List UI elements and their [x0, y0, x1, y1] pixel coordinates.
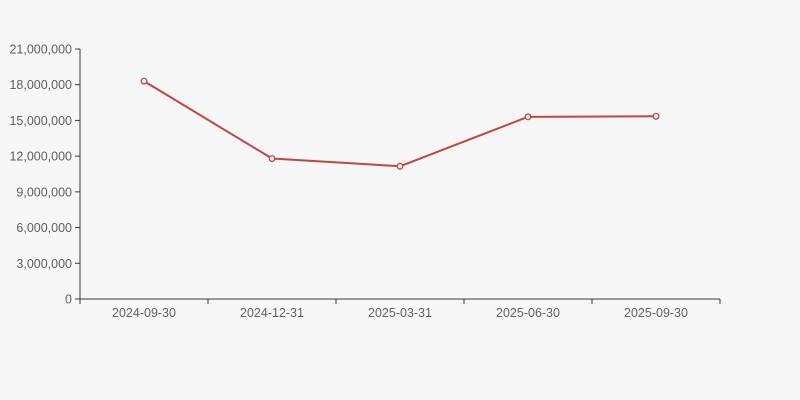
y-tick-label: 18,000,000	[9, 78, 72, 92]
x-tick-label: 2025-03-31	[368, 306, 432, 320]
data-point-marker	[524, 113, 532, 121]
series-line	[143, 80, 657, 168]
data-point-marker	[652, 112, 660, 120]
y-tick-label: 12,000,000	[9, 150, 72, 164]
y-tick-label: 3,000,000	[16, 257, 72, 271]
y-tick-label: 6,000,000	[16, 221, 72, 235]
data-point-marker	[268, 155, 276, 162]
x-tick-label: 2025-09-30	[624, 306, 688, 320]
x-tick-label: 2024-12-31	[240, 306, 304, 320]
data-point-marker	[396, 162, 404, 170]
y-tick-label: 9,000,000	[16, 185, 72, 199]
x-tick-label: 2024-09-30	[112, 306, 176, 320]
y-tick-label: 15,000,000	[9, 114, 72, 128]
data-point-marker	[140, 77, 148, 85]
y-tick-label: 0	[65, 293, 72, 307]
x-tick-label: 2025-06-30	[496, 306, 560, 320]
y-tick-label: 21,000,000	[9, 43, 72, 57]
